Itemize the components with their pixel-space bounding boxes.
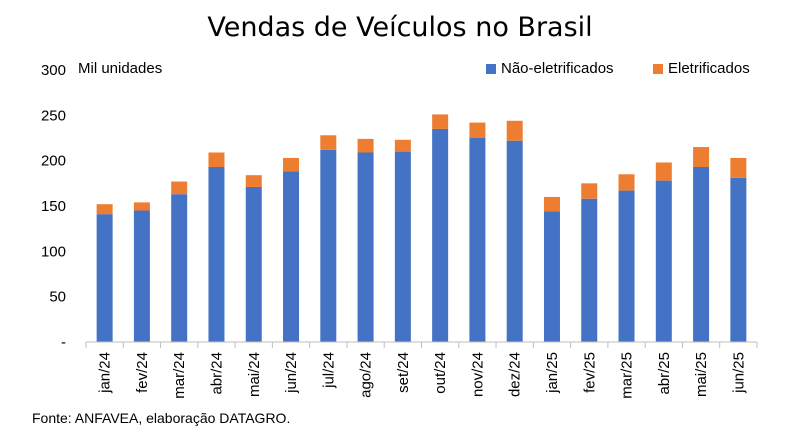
x-tick-label: jul/24 (320, 352, 337, 389)
bar-nao-eletrificados (618, 190, 635, 342)
bar-nao-eletrificados (394, 151, 411, 342)
y-tick-label: 250 (41, 107, 66, 124)
x-tick-label: jan/24 (97, 352, 114, 394)
x-tick-label: nov/24 (469, 352, 486, 397)
y-tick-label: 300 (41, 62, 66, 79)
y-tick-label: 200 (41, 153, 66, 170)
bar-eletrificados (245, 175, 262, 187)
x-tick-label: jun/25 (730, 352, 747, 394)
bar-nao-eletrificados (693, 167, 710, 342)
legend-label-nao-eletrificados: Não-eletrificados (501, 60, 614, 77)
legend-swatch-eletrificados (653, 63, 663, 74)
bar-eletrificados (394, 139, 411, 152)
y-tick-label: - (61, 334, 66, 351)
bar-eletrificados (208, 152, 225, 168)
x-tick-label: dez/24 (507, 352, 524, 397)
x-tick-label: abr/25 (656, 352, 673, 395)
bar-nao-eletrificados (320, 149, 337, 342)
x-tick-label: mai/24 (246, 352, 263, 397)
bar-nao-eletrificados (730, 177, 747, 342)
x-tick-label: abr/24 (208, 352, 225, 395)
legend-label-eletrificados: Eletrificados (668, 60, 750, 77)
chart-title: Vendas de Veículos no Brasil (207, 12, 593, 43)
x-tick-label: out/24 (432, 352, 449, 394)
bar-eletrificados (581, 183, 598, 199)
x-tick-label: ago/24 (358, 352, 375, 398)
bar-nao-eletrificados (469, 138, 486, 342)
bar-eletrificados (543, 196, 560, 212)
legend-item-nao-eletrificados: Não-eletrificados (486, 60, 614, 77)
bar-eletrificados (432, 114, 449, 129)
y-axis-label: Mil unidades (78, 60, 163, 77)
x-tick-label: mar/24 (171, 352, 188, 399)
y-tick-label: 50 (49, 289, 66, 306)
bar-nao-eletrificados (357, 152, 374, 342)
bar-eletrificados (655, 162, 672, 181)
bar-eletrificados (506, 120, 523, 141)
y-tick-label: 100 (41, 243, 66, 260)
bar-nao-eletrificados (133, 210, 150, 342)
x-tick-label: fev/25 (581, 352, 598, 393)
x-tick-label: jun/24 (283, 352, 300, 394)
bar-nao-eletrificados (208, 167, 225, 342)
bar-nao-eletrificados (171, 194, 188, 342)
bar-nao-eletrificados (432, 128, 449, 342)
bar-eletrificados (469, 122, 486, 138)
bar-eletrificados (171, 181, 188, 195)
x-tick-label: mar/25 (619, 352, 636, 399)
bar-nao-eletrificados (655, 180, 672, 342)
bar-eletrificados (283, 157, 300, 172)
legend-item-eletrificados: Eletrificados (653, 60, 750, 77)
x-tick-label: jan/25 (544, 352, 561, 394)
bar-nao-eletrificados (506, 140, 523, 342)
bar-eletrificados (133, 202, 150, 211)
bar-nao-eletrificados (245, 186, 262, 342)
bar-eletrificados (357, 138, 374, 153)
x-tick-label: mai/25 (693, 352, 710, 397)
x-tick-label: set/24 (395, 352, 412, 393)
y-tick-label: 150 (41, 198, 66, 215)
bar-nao-eletrificados (581, 198, 598, 342)
bar-nao-eletrificados (96, 214, 113, 342)
legend-swatch-nao-eletrificados (486, 63, 496, 74)
bar-eletrificados (320, 135, 337, 150)
bar-eletrificados (730, 157, 747, 178)
bar-eletrificados (693, 147, 710, 168)
bar-eletrificados (618, 174, 635, 191)
bar-eletrificados (96, 204, 113, 215)
bar-nao-eletrificados (543, 211, 560, 342)
x-tick-label: fev/24 (134, 352, 151, 393)
bar-nao-eletrificados (283, 171, 300, 342)
source-note: Fonte: ANFAVEA, elaboração DATAGRO. (32, 410, 291, 426)
